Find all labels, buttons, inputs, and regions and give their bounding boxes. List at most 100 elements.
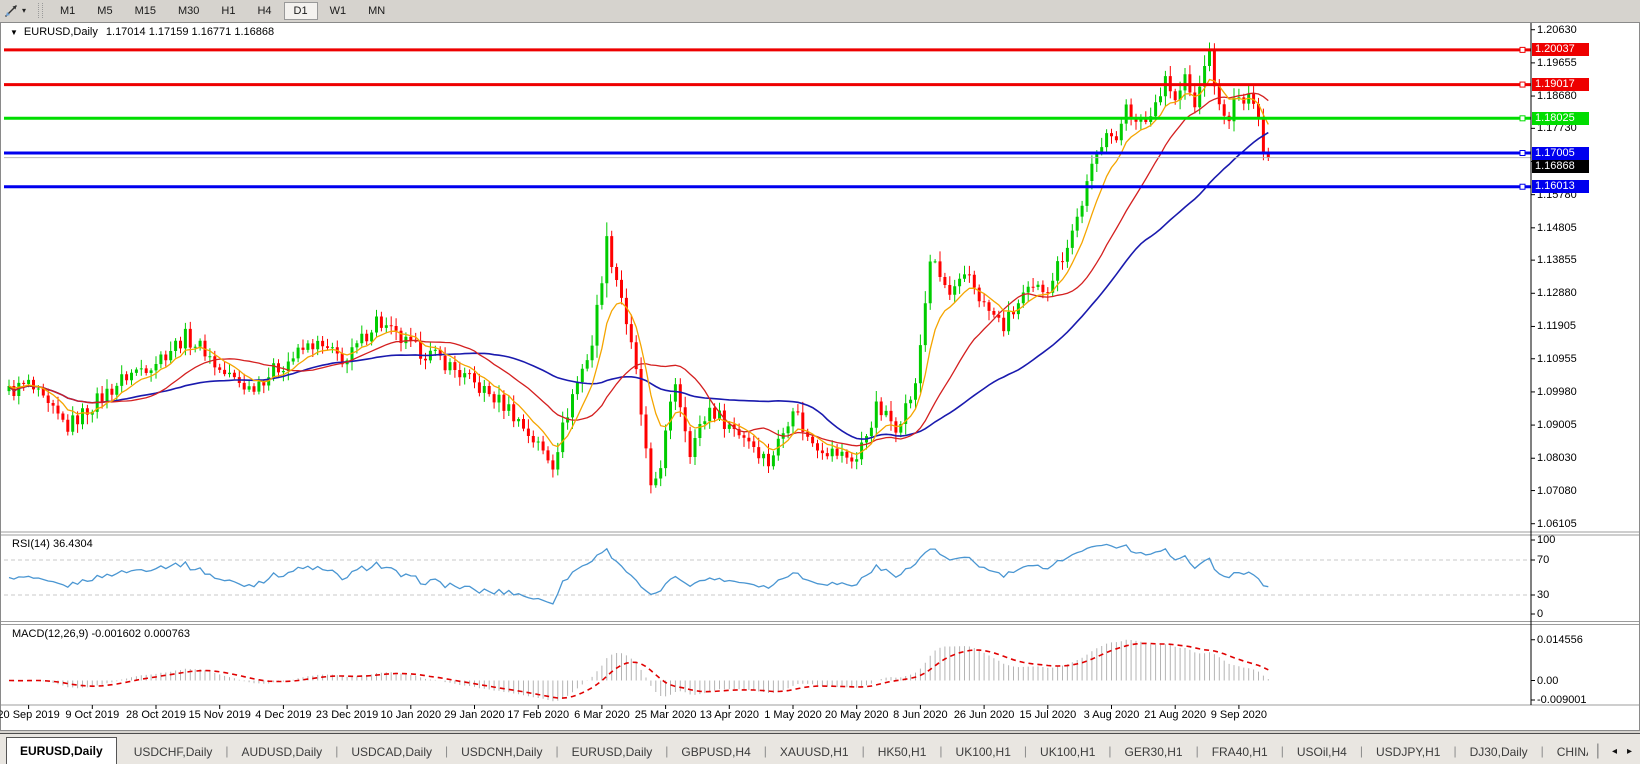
price-tick-label: 1.10955 [1537, 352, 1577, 365]
date-tick-label: 9 Oct 2019 [65, 709, 120, 721]
price-tick-label: 1.18680 [1537, 90, 1577, 103]
tab-separator: | [445, 744, 449, 758]
tab-separator: | [1453, 744, 1457, 758]
chart-tab-AUDUSD-Daily[interactable]: AUDUSD,Daily [241, 745, 323, 759]
price-tick-label: 1.17730 [1537, 122, 1577, 135]
date-tick-label: 9 Sep 2020 [1210, 709, 1268, 721]
chart-tab-USDCAD-Daily[interactable]: USDCAD,Daily [351, 745, 432, 759]
chart-tool-button[interactable]: ▾ [0, 1, 30, 20]
date-tick-label: 23 Dec 2019 [315, 709, 379, 721]
rsi-tick-label: 70 [1537, 554, 1550, 566]
price-tick-label: 1.08030 [1537, 452, 1577, 465]
chart-title-ohlc: 1.17014 1.17159 1.16771 1.16868 [105, 26, 275, 38]
date-tick-label: 29 Jan 2020 [444, 709, 505, 721]
chart-tab-USOil-H4[interactable]: USOil,H4 [1296, 745, 1347, 759]
chart-tab-CHINA300-H1[interactable]: CHINA300,H1 [1556, 745, 1588, 759]
chart-tab-USDCHF-Daily[interactable]: USDCHF,Daily [133, 745, 213, 759]
level-price-badge: 1.17005 [1532, 146, 1589, 160]
tab-separator: | [861, 744, 865, 758]
rsi-tick-label: 30 [1537, 589, 1550, 601]
chart-tab-bar: EURUSD,Daily USDCHF,Daily | AUDUSD,Daily | US… [0, 733, 1640, 764]
level-price-badge: 1.20037 [1532, 43, 1589, 57]
chart-title: ▼ EURUSD,Daily 1.17014 1.17159 1.16771 1… [10, 26, 274, 38]
chart-tab-EURUSD-Daily[interactable]: EURUSD,Daily [571, 745, 653, 759]
level-price-badge: 1.16013 [1532, 180, 1589, 194]
chart-collapse-icon[interactable]: ▼ [10, 27, 18, 37]
rsi-indicator-label: RSI(14) 36.4304 [12, 538, 93, 550]
chart-tab-USDCNH-Daily[interactable]: USDCNH,Daily [461, 745, 543, 759]
timeframe-button-H4[interactable]: H4 [257, 4, 272, 17]
macd-tick-label: -0.009001 [1537, 694, 1587, 706]
chart-window: ▼ EURUSD,Daily 1.17014 1.17159 1.16771 1… [0, 22, 1640, 731]
tab-separator: | [1023, 744, 1028, 758]
timeframe-button-W1[interactable]: W1 [329, 4, 347, 17]
date-tick-label: 10 Jan 2020 [380, 709, 442, 721]
date-tick-label: 17 Feb 2020 [507, 709, 570, 721]
chart-tab-DJ30-Daily[interactable]: DJ30,Daily [1469, 745, 1528, 759]
price-tick-label: 1.11905 [1537, 320, 1576, 333]
chart-tab-EURUSD-Daily[interactable]: EURUSD,Daily [6, 737, 117, 764]
date-tick-label: 8 Jun 2020 [893, 709, 948, 721]
tab-separator: | [1280, 744, 1284, 758]
chart-tab-GER30-H1[interactable]: GER30,H1 [1124, 745, 1183, 759]
date-tick-label: 25 Mar 2020 [634, 709, 697, 721]
date-tick-label: 4 Dec 2019 [255, 709, 312, 721]
level-price-badge: 1.18025 [1532, 111, 1589, 125]
date-tick-label: 6 Mar 2020 [574, 709, 630, 721]
tab-separator: | [1195, 744, 1199, 758]
timeframe-button-D1[interactable]: D1 [283, 1, 318, 20]
price-tick-label: 1.14805 [1537, 221, 1577, 234]
price-chart-canvas[interactable] [0, 22, 1640, 731]
timeframe-button-H1[interactable]: H1 [221, 4, 236, 17]
tab-scroll-left-button[interactable]: ◂ [1611, 745, 1617, 757]
price-tick-label: 1.09980 [1537, 385, 1577, 398]
price-tick-label: 1.20630 [1537, 23, 1577, 36]
date-tick-label: 13 Apr 2020 [699, 709, 759, 721]
price-tick-label: 1.07080 [1537, 484, 1577, 497]
chart-tab-USDJPY-H1[interactable]: USDJPY,H1 [1375, 745, 1441, 759]
timeframe-button-M15[interactable]: M15 [134, 4, 156, 17]
chart-tab-XAUUSD-H1[interactable]: XAUUSD,H1 [779, 745, 849, 759]
date-tick-label: 20 Sep 2019 [0, 709, 60, 721]
tab-separator: | [1359, 744, 1363, 758]
date-tick-label: 3 Aug 2020 [1083, 709, 1140, 721]
date-tick-label: 28 Oct 2019 [126, 709, 186, 721]
tab-separator: | [1108, 744, 1112, 758]
macd-tick-label: 0.014556 [1537, 633, 1583, 646]
toolbar-grip[interactable] [38, 3, 44, 18]
price-tick-label: 1.12880 [1537, 287, 1577, 300]
date-tick-label: 15 Nov 2019 [188, 709, 251, 721]
macd-indicator-label: MACD(12,26,9) -0.001602 0.000763 [12, 628, 190, 640]
date-tick-label: 26 Jun 2020 [953, 709, 1015, 721]
date-tick-label: 15 Jul 2020 [1019, 709, 1077, 721]
price-tick-label: 1.19655 [1537, 56, 1577, 69]
date-tick-label: 20 May 2020 [824, 709, 889, 721]
timeframe-button-M1[interactable]: M1 [60, 4, 76, 17]
chevron-down-icon: ▾ [22, 6, 27, 15]
timeframe-button-MN[interactable]: MN [368, 4, 386, 17]
rsi-tick-label: 0 [1537, 608, 1544, 620]
chart-tab-HK50-H1[interactable]: HK50,H1 [877, 745, 927, 759]
timeframe-button-M5[interactable]: M5 [97, 4, 113, 17]
tab-separator: | [763, 744, 767, 758]
chart-tab-FRA40-H1[interactable]: FRA40,H1 [1211, 745, 1268, 759]
price-tick-label: 1.06105 [1537, 517, 1577, 530]
tab-separator: | [1540, 744, 1544, 758]
tab-separator: | [225, 744, 229, 758]
tab-separator: | [939, 744, 943, 758]
date-tick-label: 1 May 2020 [764, 709, 822, 721]
tab-separator: | [335, 744, 339, 758]
chart-tab-GBPUSD-H4[interactable]: GBPUSD,H4 [681, 745, 751, 759]
price-tick-label: 1.09005 [1537, 419, 1577, 432]
chart-tab-UK100-H1[interactable]: UK100,H1 [955, 745, 1011, 759]
chart-tool-icon [5, 5, 17, 17]
tab-scroll-right-button[interactable]: ▸ [1626, 745, 1632, 757]
tab-separator: | [1595, 742, 1600, 759]
price-tick-label: 1.13855 [1537, 254, 1577, 267]
macd-tick-label: 0.00 [1537, 674, 1559, 687]
tab-separator: | [665, 744, 669, 758]
timeframe-button-M30[interactable]: M30 [177, 4, 200, 17]
chart-tab-UK100-H1[interactable]: UK100,H1 [1040, 745, 1096, 759]
timeframe-toolbar: ▾ M1 M5 M15 M30 H1 H4 D1 W1 MN [0, 0, 1640, 21]
chart-title-symbol: EURUSD,Daily [23, 26, 98, 38]
